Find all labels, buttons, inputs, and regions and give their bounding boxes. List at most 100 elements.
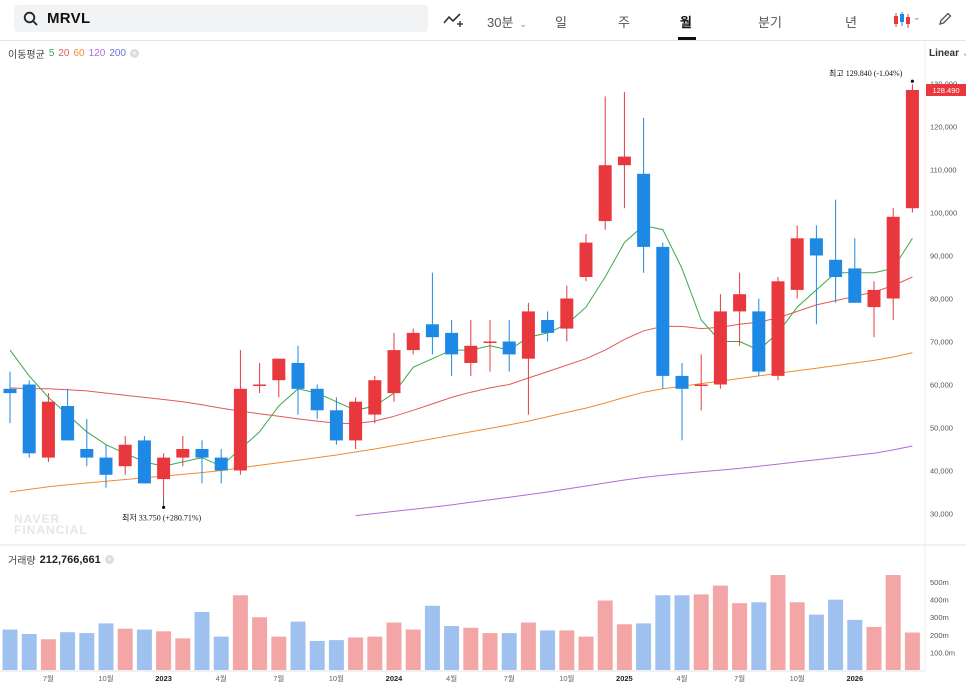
candle [502, 320, 516, 372]
y-tick-label: 30,000 [930, 510, 953, 519]
ma200-label: 200 [109, 48, 126, 59]
candle-body [752, 311, 766, 372]
candle [118, 436, 132, 475]
candle-body [541, 320, 555, 333]
candle-body [675, 375, 689, 389]
volume-bar [156, 631, 172, 670]
candle [233, 350, 247, 475]
tab-day[interactable]: 일 [555, 15, 567, 30]
candle-body [713, 311, 727, 385]
volume-bar [328, 640, 344, 670]
x-tick-label: 10월 [329, 673, 344, 683]
chevron-down-icon: ⌄ [962, 48, 966, 59]
volume-bar [789, 602, 805, 670]
volume-bar [98, 623, 114, 670]
volume-bar [232, 595, 248, 670]
candle-body [253, 384, 267, 386]
volume-bar [693, 594, 709, 670]
volume-bar [444, 626, 460, 670]
volume-bar [674, 595, 690, 670]
candlestick-type-icon[interactable] [892, 10, 912, 30]
candle-body [733, 294, 747, 312]
candle-body [790, 238, 804, 290]
candle-body [22, 384, 36, 454]
volume-bar [732, 603, 748, 670]
scale-mode-select[interactable]: Linear⌄ [929, 48, 966, 59]
candle-body [848, 268, 862, 303]
volume-bar [60, 632, 76, 670]
x-tick-label: 10월 [559, 673, 574, 683]
volume-bar [636, 623, 652, 670]
tab-week[interactable]: 주 [618, 15, 630, 30]
x-tick-label: 2026 [846, 674, 863, 683]
candle-body [61, 406, 75, 441]
candle-body [310, 388, 324, 411]
candle [137, 436, 151, 484]
candle-body [771, 281, 785, 376]
candle [291, 345, 305, 415]
tab-month[interactable]: 월 [680, 15, 692, 30]
volume-bar [520, 622, 536, 670]
candle [41, 393, 55, 462]
chevron-down-icon[interactable]: ⌄ [913, 12, 921, 22]
pencil-icon[interactable] [937, 11, 953, 27]
candle [637, 117, 651, 273]
chevron-down-icon: ⌄ [519, 19, 527, 29]
candle-body [157, 457, 171, 480]
y-tick-label: 80,000 [930, 295, 953, 304]
volume-bar [2, 629, 18, 670]
high-marker-dot [910, 79, 915, 83]
candle-body [233, 388, 247, 471]
last-price-label: 128.490 [932, 86, 959, 95]
volume-bar [252, 617, 268, 670]
candle-body [617, 156, 631, 166]
x-tick-label: 7월 [504, 673, 515, 683]
volume-bar [616, 624, 632, 670]
x-tick-label: 4월 [216, 673, 227, 683]
x-tick-label: 2023 [155, 674, 172, 683]
x-tick-label: 2024 [386, 674, 404, 683]
draw-trendline-icon[interactable] [443, 11, 463, 29]
volume-bar [559, 630, 575, 670]
y-tick-label: 50,000 [930, 424, 953, 433]
low-annotation: 최저 33.750 (+280.71%) [122, 512, 202, 522]
y-tick-label: 40,000 [930, 467, 953, 476]
close-icon[interactable]: × [130, 49, 139, 58]
volume-bar [655, 595, 671, 670]
candle [99, 444, 113, 488]
scale-mode-label: Linear [929, 48, 960, 59]
candle [445, 320, 459, 376]
candle-body [905, 89, 919, 209]
candle-body [579, 242, 593, 277]
volume-bar [309, 640, 325, 670]
tab-quarter[interactable]: 분기 [758, 15, 782, 30]
interval-select[interactable]: 30분 ⌄ [487, 12, 527, 31]
ma-line-ma120 [355, 445, 913, 517]
volume-bar [847, 619, 863, 670]
symbol-search[interactable]: MRVL [14, 5, 428, 32]
toolbar: MRVL 30분 ⌄ 일 주 월 분기 년 ⌄ [0, 0, 966, 41]
close-icon[interactable]: × [104, 555, 114, 564]
candle [176, 436, 190, 467]
volume-bar [885, 575, 901, 670]
watermark-line1: NAVER [14, 512, 61, 526]
high-annotation: 최고 129.840 (-1.04%) [829, 68, 903, 78]
ma-legend-label: 이동평균 [8, 50, 45, 61]
volume-bar [540, 630, 556, 670]
candle [848, 238, 862, 303]
candle [733, 272, 747, 346]
tab-year[interactable]: 년 [845, 15, 857, 30]
candle-body [137, 440, 151, 484]
candle-body [483, 341, 497, 343]
candle-body [521, 311, 535, 359]
candle [809, 225, 823, 325]
y-tick-label: 70,000 [930, 338, 953, 347]
ma-legend: 이동평균 5 20 60 120 200 × [8, 46, 139, 61]
volume-bar [501, 633, 517, 670]
volume-bar [213, 636, 229, 670]
candle-body [387, 350, 401, 394]
candle-body [637, 173, 651, 247]
volume-bar [770, 575, 786, 670]
candle-body [176, 449, 190, 458]
